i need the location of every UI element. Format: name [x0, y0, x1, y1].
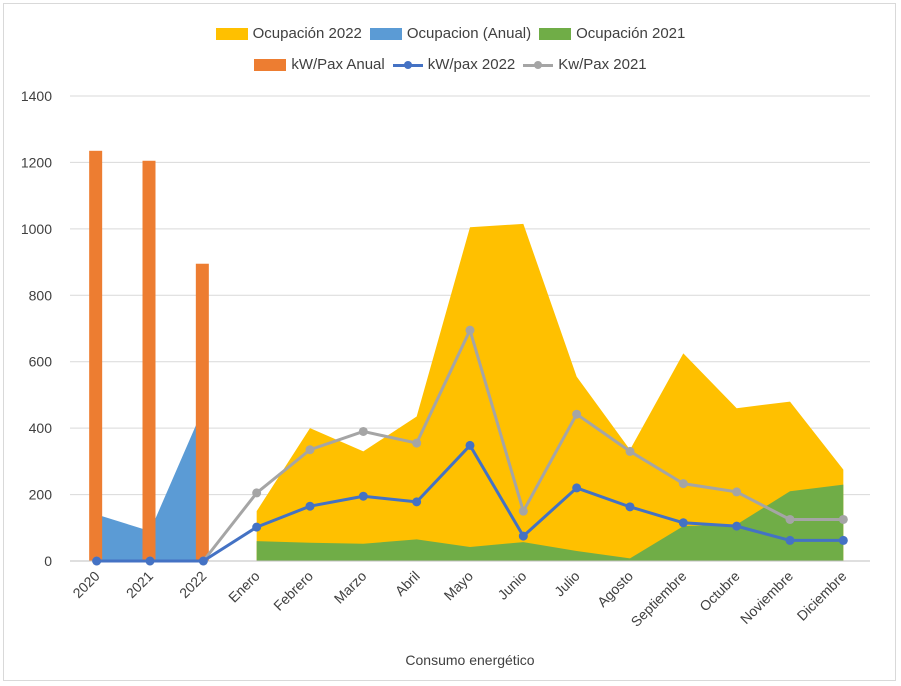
x-axis-title: Consumo energético: [405, 652, 534, 668]
y-tick-label: 1400: [21, 88, 52, 104]
line-kwpax-2021-point: [625, 446, 635, 456]
legend-item-ocupacion-2021: Ocupación 2021: [539, 25, 685, 42]
y-tick-label: 1000: [21, 221, 52, 237]
legend-label: Kw/Pax 2021: [558, 56, 647, 73]
x-tick-label: Diciembre: [794, 568, 850, 624]
line-kwpax-2021-point: [838, 514, 848, 524]
line-kwpax-2022-point: [678, 518, 688, 528]
x-tick-label: 2021: [123, 568, 156, 601]
y-tick-label: 400: [29, 420, 53, 436]
y-tick-label: 0: [44, 553, 52, 569]
chart-legend: Ocupación 2022 Ocupacion (Anual) Ocupaci…: [0, 18, 901, 80]
x-tick-label: Abril: [392, 568, 423, 599]
x-tick-label: Marzo: [331, 568, 370, 607]
bar-kwpax-anual: [195, 263, 209, 561]
x-tick-label: Enero: [225, 568, 263, 606]
area-ocupacion-2022: [256, 223, 844, 561]
line-kwpax-2021-point: [465, 325, 475, 335]
line-kwpax-2022-point: [198, 556, 208, 566]
line-kwpax-2022-point: [518, 531, 528, 541]
x-tick-label: Febrero: [270, 568, 316, 614]
legend-row-2: kW/Pax Anual kW/pax 2022 Kw/Pax 2021: [0, 49, 901, 80]
line-kwpax-2022-point: [92, 556, 102, 566]
x-tick-label: Agosto: [594, 568, 636, 610]
line-kwpax-2022-point: [572, 483, 582, 493]
legend-item-kwpax-2021: Kw/Pax 2021: [523, 56, 647, 73]
line-kwpax-2021-point: [358, 426, 368, 436]
line-kwpax-2022-point: [732, 521, 742, 531]
bar-kwpax-anual: [142, 160, 156, 561]
line-kwpax-2022-point: [625, 502, 635, 512]
legend-item-kwpax-anual: kW/Pax Anual: [254, 56, 385, 73]
legend-item-ocupacion-anual: Ocupacion (Anual): [369, 25, 532, 42]
line-kwpax-2021-point: [518, 506, 528, 516]
line-kwpax-2022-point: [252, 522, 262, 532]
line-kwpax-2021-point: [305, 445, 315, 455]
x-tick-label: Noviembre: [737, 568, 796, 627]
legend-label: kW/pax 2022: [427, 56, 516, 73]
line-kwpax-2022-point: [838, 535, 848, 545]
x-tick-label: Julio: [551, 568, 583, 600]
line-kwpax-2022-point: [785, 535, 795, 545]
x-tick-label: 2022: [176, 568, 209, 601]
legend-row-1: Ocupación 2022 Ocupacion (Anual) Ocupaci…: [0, 18, 901, 49]
legend-swatch: [369, 27, 402, 40]
legend-swatch: [254, 58, 287, 71]
legend-label: kW/Pax Anual: [291, 56, 385, 73]
line-kwpax-2021-point: [785, 514, 795, 524]
legend-swatch: [539, 27, 572, 40]
legend-item-kwpax-2022: kW/pax 2022: [392, 56, 516, 73]
legend-swatch: [215, 27, 248, 40]
y-tick-label: 200: [29, 487, 53, 503]
line-kwpax-2022-point: [305, 501, 315, 511]
legend-swatch: [392, 59, 423, 71]
x-tick-label: Septiembre: [628, 568, 690, 630]
legend-swatch: [523, 59, 554, 71]
legend-item-ocupacion-2022: Ocupación 2022: [215, 25, 362, 42]
x-tick-label: 2020: [69, 568, 102, 601]
y-tick-label: 1200: [21, 154, 52, 170]
line-kwpax-2022-point: [412, 497, 422, 507]
line-kwpax-2021-point: [572, 409, 582, 419]
x-tick-label: Junio: [494, 568, 529, 603]
x-tick-label: Octubre: [696, 568, 743, 615]
line-kwpax-2021-point: [732, 487, 742, 497]
line-kwpax-2021-point: [412, 438, 422, 448]
line-kwpax-2021-point: [678, 479, 688, 489]
legend-label: Ocupación 2022: [252, 25, 362, 42]
y-tick-label: 800: [29, 287, 53, 303]
line-kwpax-2022-point: [145, 556, 155, 566]
y-tick-label: 600: [29, 354, 53, 370]
area-ocupacion-anual: [96, 408, 204, 561]
line-kwpax-2021-point: [252, 488, 262, 498]
legend-label: Ocupacion (Anual): [406, 25, 532, 42]
legend-label: Ocupación 2021: [576, 25, 686, 42]
line-kwpax-2022-point: [358, 491, 368, 501]
line-kwpax-2022-point: [465, 440, 475, 450]
bar-kwpax-anual: [89, 150, 103, 561]
area-ocupacion-2021: [256, 484, 844, 561]
x-tick-label: Mayo: [441, 568, 477, 604]
